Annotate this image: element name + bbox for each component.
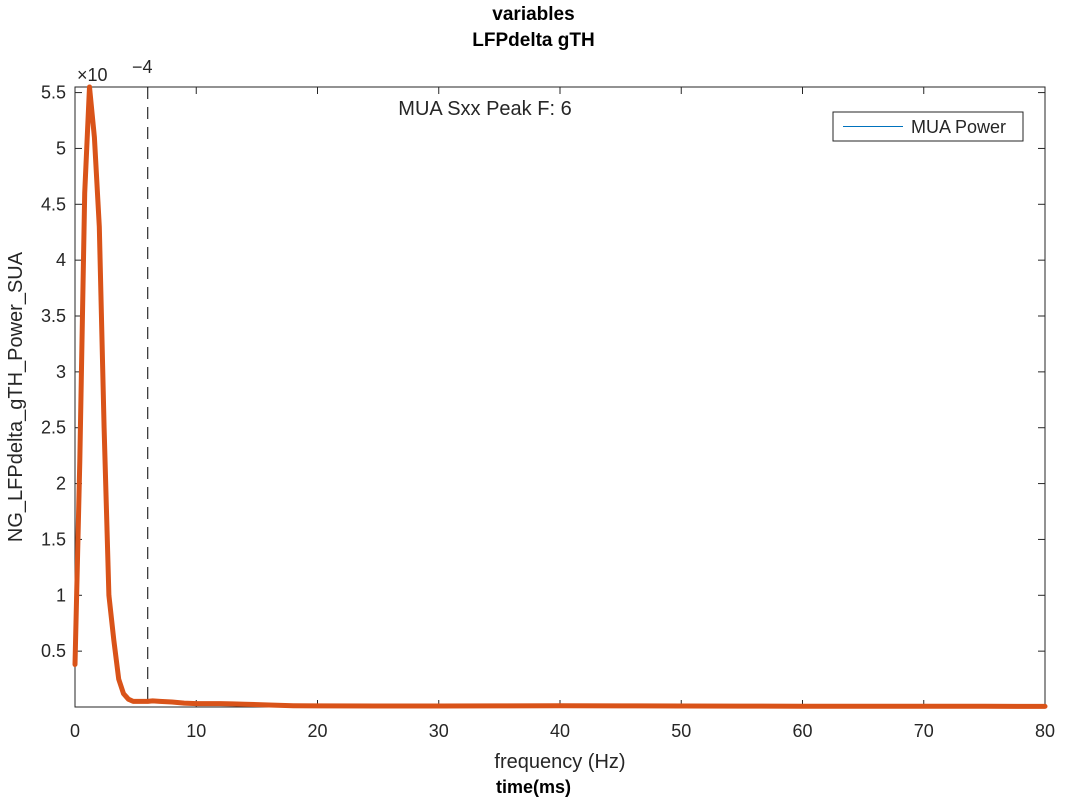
y-axis-exponent-power: −4 [132, 57, 153, 77]
y-axis-exponent: ×10 [77, 65, 108, 85]
bottom-label: time(ms) [495, 777, 571, 797]
x-tick-label: 40 [550, 721, 570, 741]
plot-area-frame [74, 86, 1046, 708]
y-tick-label: 2 [56, 474, 66, 494]
y-tick-label: 0.5 [41, 641, 66, 661]
x-tick-label: 0 [70, 721, 80, 741]
x-tick-label: 10 [186, 721, 206, 741]
y-tick-label: 1 [56, 585, 66, 605]
y-tick-label: 5.5 [41, 83, 66, 103]
y-tick-label: 4.5 [41, 194, 66, 214]
y-tick-label: 3 [56, 362, 66, 382]
y-tick-label: 5 [56, 138, 66, 158]
y-axis-label: NG_LFPdelta_gTH_Power_SUA [5, 251, 27, 542]
x-tick-label: 50 [671, 721, 691, 741]
y-tick-label: 4 [56, 250, 66, 270]
plot-layer: 0 10 20 30 40 50 60 70 80 0.5 1 1.5 2 2.5 3 3.5 4 4.5 5 5.5… [5, 57, 1055, 773]
chart-title: variables LFPdelta gTH [0, 4, 1067, 52]
legend-label: MUA Power [911, 117, 1006, 137]
x-tick-label: 70 [914, 721, 934, 741]
x-tick-label: 60 [792, 721, 812, 741]
peak-annotation: MUA Sxx Peak F: 6 [398, 98, 571, 120]
x-axis-label: frequency (Hz) [494, 751, 625, 773]
x-tick-label: 80 [1035, 721, 1055, 741]
x-tick-label: 20 [307, 721, 327, 741]
series-line-mua-power [72, 84, 1048, 709]
y-tick-label: 3.5 [41, 306, 66, 326]
y-tick-label: 1.5 [41, 529, 66, 549]
chart-title-line-2: LFPdelta gTH [472, 30, 595, 51]
legend: MUA Power [832, 111, 1024, 142]
chart-title-line-1: variables [492, 4, 575, 25]
x-tick-label: 30 [429, 721, 449, 741]
y-tick-label: 2.5 [41, 418, 66, 438]
